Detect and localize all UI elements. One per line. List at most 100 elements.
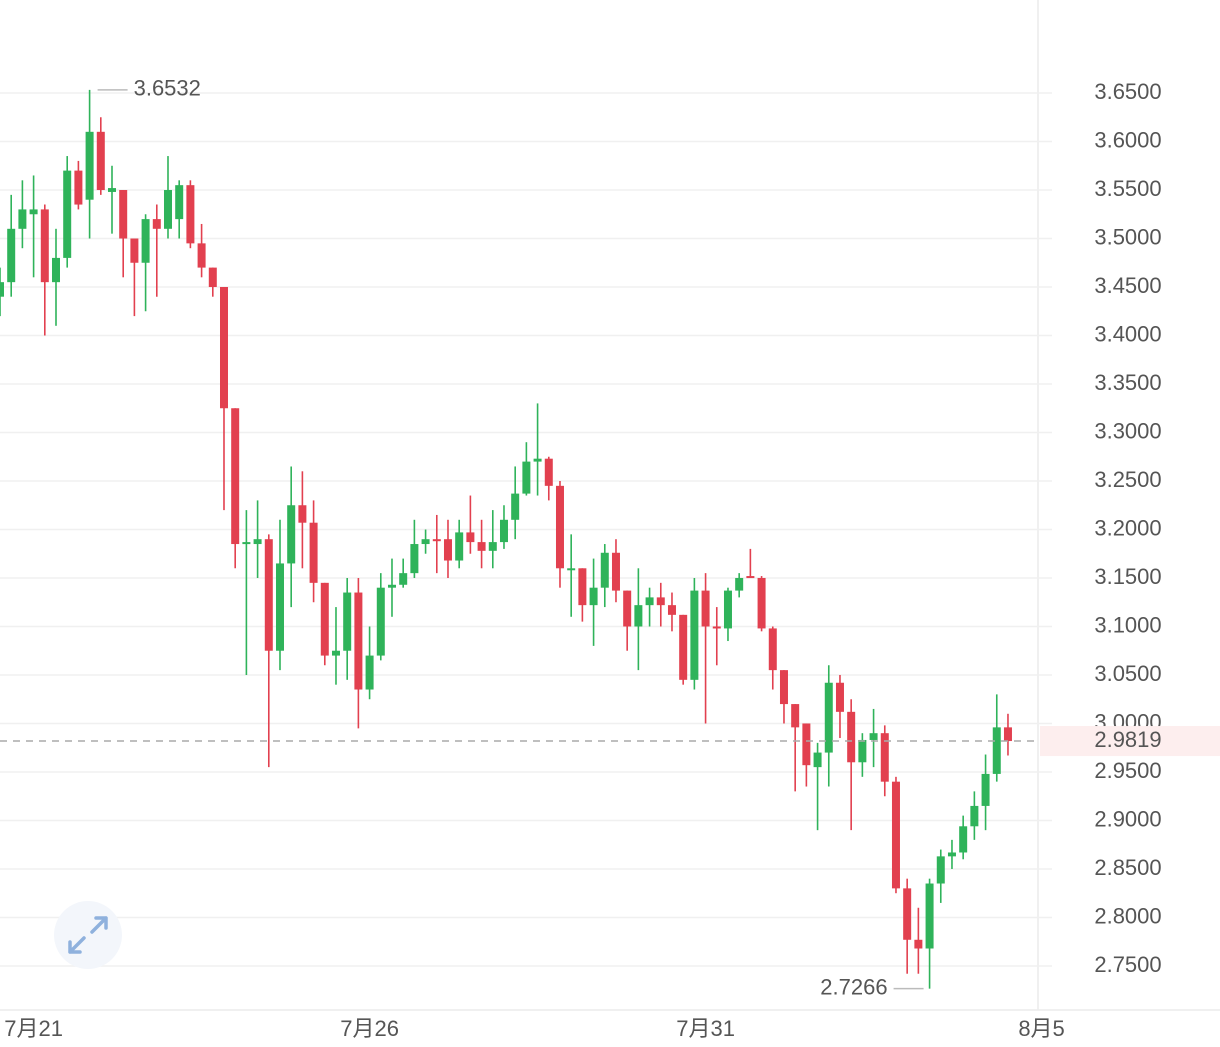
candle-body: [432, 539, 441, 542]
candle-body: [690, 590, 699, 680]
y-tick-label: 3.4500: [1094, 273, 1161, 298]
candle-body: [130, 238, 139, 263]
y-tick-label: 3.1000: [1094, 612, 1161, 637]
candle-body: [813, 752, 822, 768]
candle-body: [992, 727, 1001, 774]
candle-body: [858, 739, 867, 763]
candle-body: [119, 190, 128, 239]
candle-body: [835, 682, 844, 712]
candle-body: [387, 584, 396, 588]
candle-body: [175, 185, 184, 220]
candle-body: [914, 939, 923, 949]
candle-body: [421, 539, 430, 545]
candle-body: [320, 582, 329, 656]
candle-body: [589, 587, 598, 606]
candle-body: [824, 682, 833, 753]
x-tick-label: 7月31: [676, 1016, 735, 1041]
candle-body: [7, 228, 16, 283]
y-tick-label: 3.0500: [1094, 661, 1161, 686]
candle-body: [365, 655, 374, 690]
candle-body: [947, 852, 956, 857]
candle-body: [600, 552, 609, 588]
candle-body: [533, 458, 542, 462]
expand-button[interactable]: [54, 901, 122, 969]
candle-body: [163, 190, 172, 229]
candle-body: [891, 781, 900, 889]
candle-body: [712, 626, 721, 629]
candle-body: [880, 733, 889, 782]
candle-body: [869, 733, 878, 740]
candle-body: [242, 542, 251, 545]
candle-body: [499, 519, 508, 543]
candle-body: [443, 539, 452, 561]
candle-body: [544, 458, 553, 486]
candle-body: [511, 493, 520, 520]
candle-body: [623, 590, 632, 627]
candle-body: [903, 888, 912, 940]
y-tick-label: 2.7500: [1094, 952, 1161, 977]
candle-body: [802, 723, 811, 766]
candle-body: [847, 711, 856, 763]
candle-body: [768, 628, 777, 671]
candle-body: [667, 605, 676, 615]
candle-body: [779, 670, 788, 705]
candle-body: [85, 131, 94, 200]
candle-body: [466, 532, 475, 543]
candle-body: [29, 209, 38, 215]
candle-body: [701, 590, 710, 627]
y-tick-label: 3.6000: [1094, 127, 1161, 152]
low-marker-label: 2.7266: [820, 974, 887, 999]
candle-body: [634, 605, 643, 627]
candle-body: [488, 542, 497, 551]
x-tick-label: 8月5: [1018, 1016, 1064, 1041]
candle-body: [63, 170, 72, 258]
candle-body: [74, 170, 83, 205]
y-tick-label: 3.4000: [1094, 321, 1161, 346]
candle-body: [253, 539, 262, 545]
candle-body: [959, 826, 968, 853]
candle-body: [231, 408, 240, 545]
candle-body: [936, 856, 945, 884]
y-tick-label: 2.9500: [1094, 758, 1161, 783]
candle-body: [186, 185, 195, 244]
candle-body: [107, 188, 116, 192]
candle-body: [981, 773, 990, 806]
candle-body: [410, 544, 419, 574]
candle-body: [141, 219, 150, 263]
y-tick-label: 3.2500: [1094, 467, 1161, 492]
candle-body: [970, 805, 979, 827]
candle-body: [679, 614, 688, 680]
candle-body: [757, 577, 766, 629]
y-tick-label: 2.8500: [1094, 855, 1161, 880]
candle-body: [1003, 727, 1012, 742]
y-tick-label: 2.9000: [1094, 806, 1161, 831]
x-tick-label: 7月26: [340, 1016, 399, 1041]
y-tick-label: 3.3000: [1094, 418, 1161, 443]
candle-body: [925, 883, 934, 949]
candle-body: [455, 532, 464, 561]
candle-body: [208, 267, 217, 288]
candle-body: [0, 282, 4, 297]
candle-body: [18, 209, 27, 229]
x-tick-label: 7月21: [4, 1016, 63, 1041]
candle-body: [219, 287, 228, 409]
y-tick-label: 3.6500: [1094, 79, 1161, 104]
candle-body: [791, 704, 800, 728]
candle-body: [354, 592, 363, 690]
candle-body: [331, 650, 340, 656]
candles: [0, 89, 1012, 989]
candle-body: [309, 522, 318, 583]
candle-body: [40, 209, 49, 283]
candle-body: [96, 131, 105, 191]
y-tick-label: 2.8000: [1094, 903, 1161, 928]
candle-body: [197, 243, 206, 268]
y-tick-label: 3.2000: [1094, 515, 1161, 540]
y-tick-label: 3.5500: [1094, 176, 1161, 201]
y-tick-label: 3.1500: [1094, 564, 1161, 589]
candle-body: [51, 257, 60, 283]
candle-body: [735, 577, 744, 591]
candle-body: [477, 542, 486, 551]
candle-body: [376, 587, 385, 656]
